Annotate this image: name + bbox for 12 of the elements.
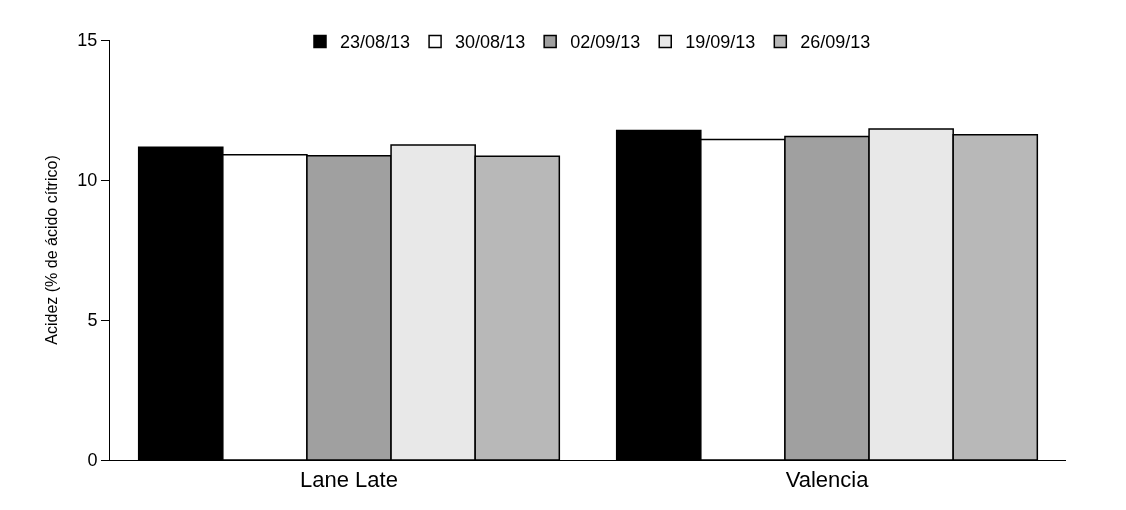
x-tick-label: Lane Late — [300, 467, 398, 493]
legend-label: 26/09/13 — [800, 32, 871, 53]
x-tick-label: Valencia — [785, 467, 870, 493]
legend-label: 19/09/13 — [685, 32, 756, 53]
legend-label: 02/09/13 — [570, 32, 641, 53]
y-tick-label: 10 — [77, 170, 98, 191]
legend-label: 23/08/13 — [340, 32, 411, 53]
y-tick-label: 5 — [87, 310, 98, 331]
y-tick-label: 15 — [77, 30, 98, 51]
legend-label: 30/08/13 — [455, 32, 526, 53]
y-axis-title: Acidez (% de ácido cítrico) — [43, 155, 61, 345]
y-tick-label: 0 — [87, 450, 98, 471]
